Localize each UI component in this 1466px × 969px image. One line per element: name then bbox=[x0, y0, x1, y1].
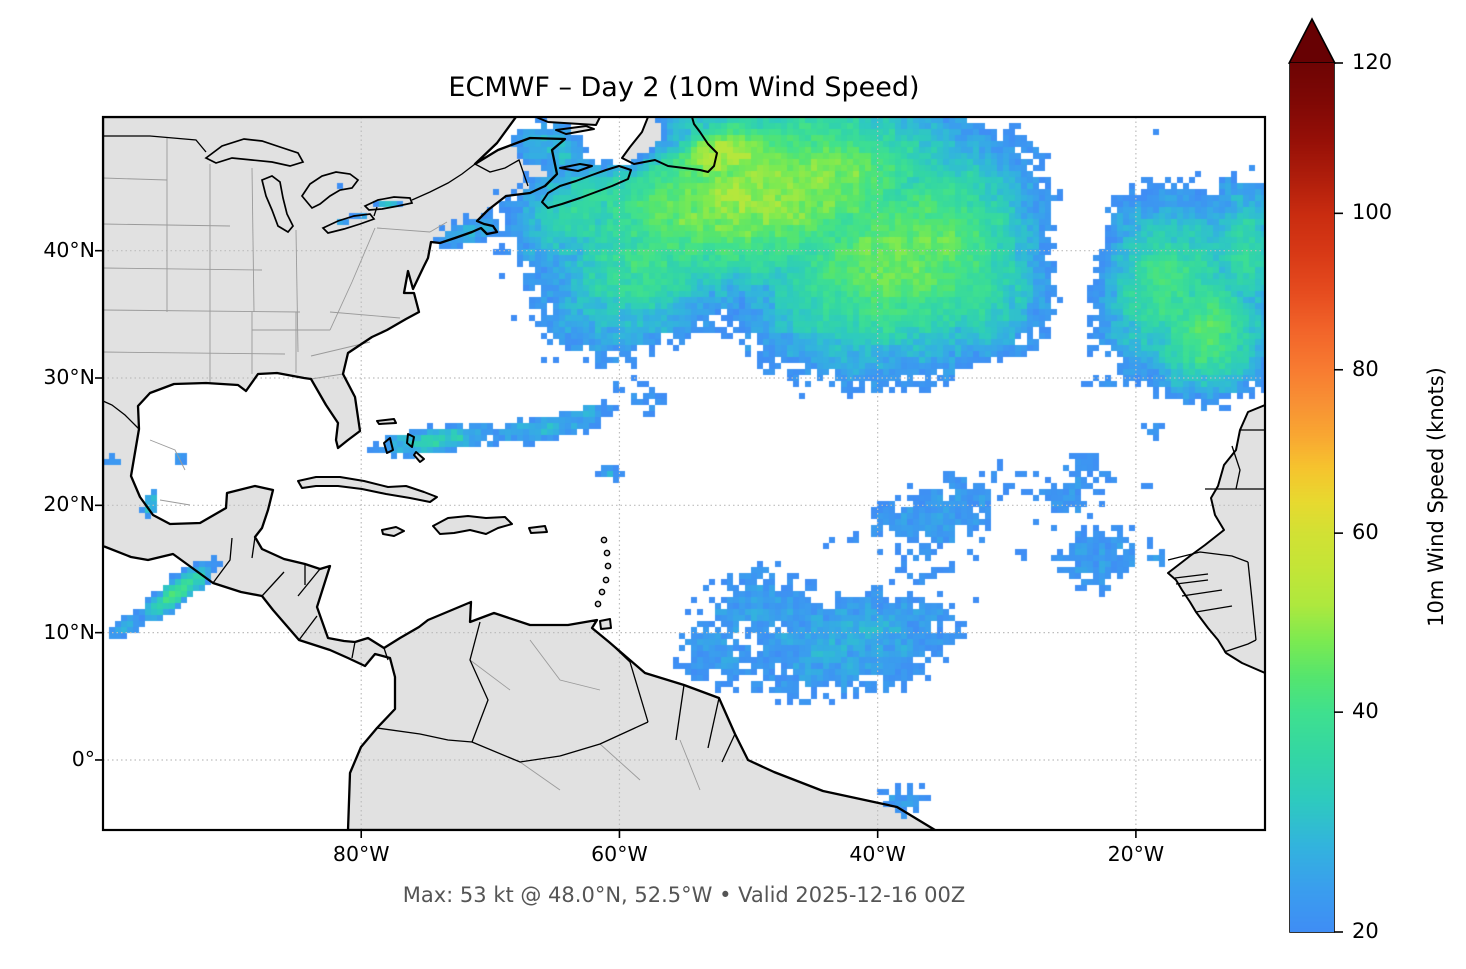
y-tick-label: 10°N bbox=[43, 619, 95, 644]
colorbar-tick-label: 80 bbox=[1352, 356, 1379, 381]
wind-field-canvas bbox=[103, 117, 1265, 830]
colorbar-tick-label: 40 bbox=[1352, 699, 1379, 724]
y-tick-label: 20°N bbox=[43, 492, 95, 517]
y-tick-label: 30°N bbox=[43, 365, 95, 389]
y-tick-label: 0° bbox=[71, 746, 95, 771]
x-tick-label: 80°W bbox=[332, 842, 390, 866]
y-tick-label: 40°N bbox=[43, 237, 95, 262]
colorbar-axis-label: 10m Wind Speed (knots) bbox=[1424, 367, 1448, 627]
colorbar-tick-label: 60 bbox=[1352, 520, 1379, 545]
figure-title: ECMWF – Day 2 (10m Wind Speed) bbox=[448, 72, 920, 103]
colorbar-tick-label: 100 bbox=[1352, 200, 1393, 225]
colorbar-tick-label: 20 bbox=[1352, 919, 1379, 943]
colorbar-gradient bbox=[1290, 63, 1334, 932]
x-tick-label: 60°W bbox=[591, 842, 648, 866]
figure-annotation: Max: 53 kt @ 48.0°N, 52.5°W • Valid 2025… bbox=[402, 883, 966, 907]
colorbar-tick-label: 120 bbox=[1352, 50, 1393, 74]
x-tick-label: 40°W bbox=[849, 842, 906, 866]
x-tick-label: 20°W bbox=[1107, 842, 1165, 866]
